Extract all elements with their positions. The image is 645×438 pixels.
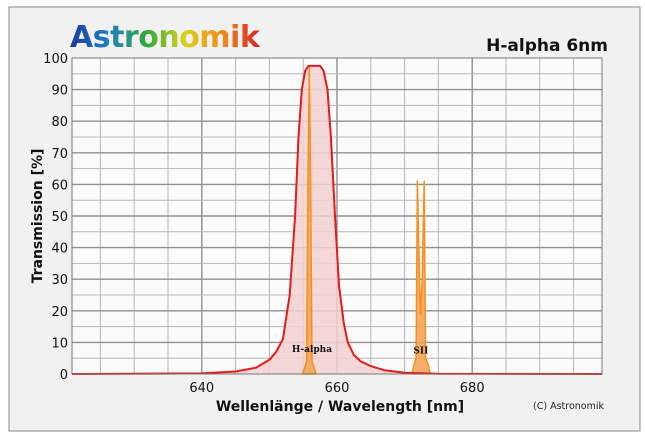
y-tick-label: 100	[43, 52, 68, 67]
emission-line-h-alpha	[301, 66, 317, 375]
emission-line-label: H-alpha	[292, 345, 332, 355]
x-tick-label: 640	[189, 381, 214, 396]
y-tick-label: 0	[60, 368, 68, 383]
y-axis-label: Transmission [%]	[30, 149, 46, 284]
y-tick-label: 40	[51, 242, 68, 257]
x-tick-label: 680	[460, 381, 485, 396]
x-axis-label: Wellenlänge / Wavelength [nm]	[216, 399, 464, 415]
y-tick-label: 20	[51, 305, 68, 320]
chart-title: H-alpha 6nm	[486, 36, 608, 56]
filter-transmission-fill	[72, 65, 602, 375]
y-tick-label: 70	[51, 147, 68, 162]
y-tick-label: 50	[51, 210, 68, 225]
y-tick-label: 10	[51, 336, 68, 351]
emission-line-label: SII	[413, 346, 428, 356]
y-tick-label: 80	[51, 115, 68, 130]
y-tick-label: 60	[51, 178, 68, 193]
y-tick-label: 30	[51, 273, 68, 288]
emission-line-sii	[411, 180, 432, 375]
copyright-text: (C) Astronomik	[533, 401, 604, 412]
plot-border	[71, 57, 603, 375]
y-tick-label: 90	[51, 84, 68, 99]
astronomik-logo: Astronomik	[70, 20, 261, 55]
filter-transmission-line	[71, 64, 603, 375]
x-tick-label: 660	[325, 381, 350, 396]
